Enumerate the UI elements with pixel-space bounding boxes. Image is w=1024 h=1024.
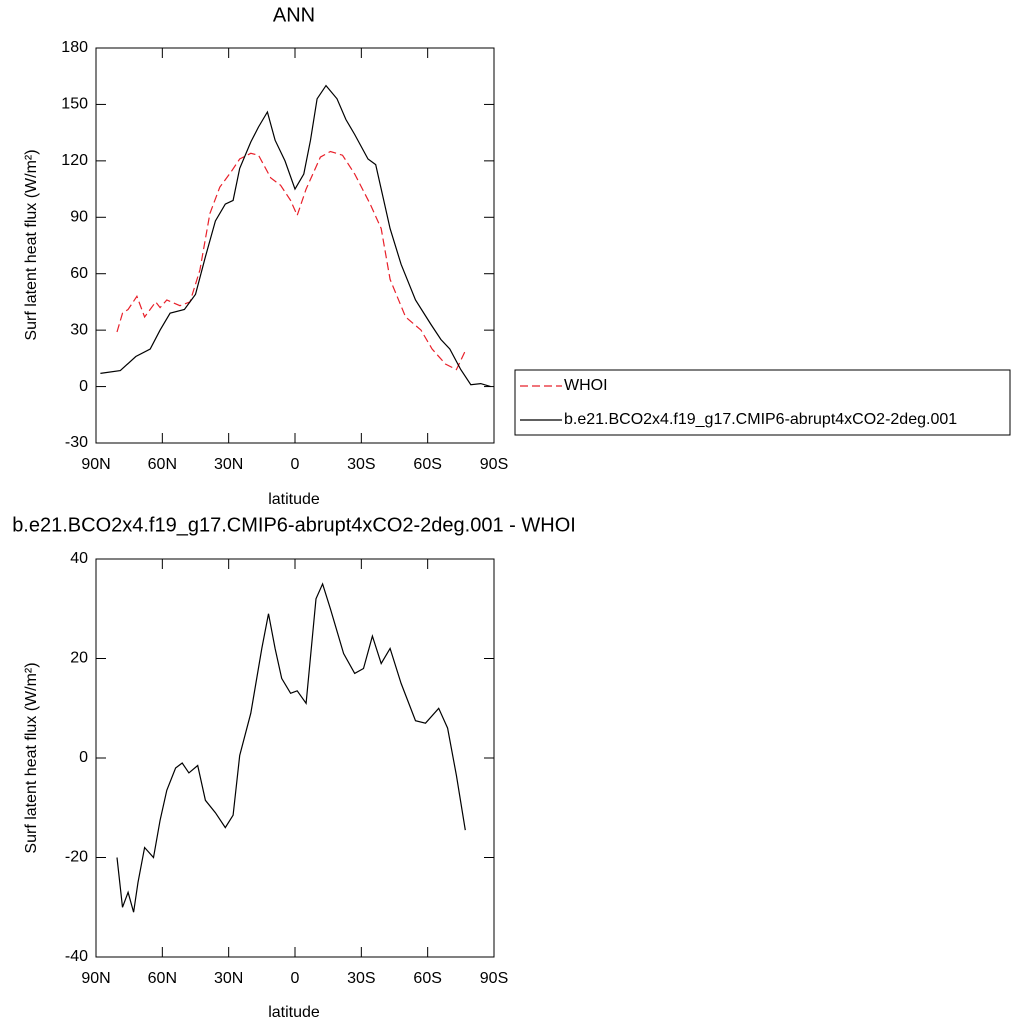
y-tick-label: 30 — [70, 321, 88, 338]
y-tick-label: 180 — [61, 39, 88, 56]
x-axis-label: latitude — [268, 491, 320, 508]
x-tick-label: 90N — [81, 456, 110, 473]
y-tick-label: 150 — [61, 96, 88, 113]
y-tick-label: 40 — [70, 550, 88, 567]
y-axis-label: Surf latent heat flux (W/m²) — [23, 149, 40, 340]
y-tick-label: 0 — [79, 749, 88, 766]
x-tick-label: 60N — [148, 456, 177, 473]
chart-title: b.e21.BCO2x4.f19_g17.CMIP6-abrupt4xCO2-2… — [12, 514, 576, 536]
x-tick-label: 30N — [214, 456, 243, 473]
legend-label: b.e21.BCO2x4.f19_g17.CMIP6-abrupt4xCO2-2… — [564, 411, 957, 428]
x-tick-label: 60N — [148, 970, 177, 987]
x-tick-label: 30S — [347, 456, 375, 473]
x-tick-label: 90S — [480, 456, 508, 473]
x-tick-label: 90S — [480, 970, 508, 987]
data-line — [100, 84, 491, 388]
data-line — [116, 582, 466, 913]
plot-frame — [95, 558, 495, 958]
x-tick-label: 60S — [413, 970, 441, 987]
x-tick-label: 0 — [291, 456, 300, 473]
y-tick-label: -40 — [65, 948, 88, 965]
data-line — [116, 150, 466, 371]
y-tick-label: -20 — [65, 849, 88, 866]
chart-title: ANN — [273, 4, 315, 26]
x-axis-label: latitude — [268, 1004, 320, 1021]
y-axis-label: Surf latent heat flux (W/m²) — [23, 662, 40, 853]
y-tick-label: 120 — [61, 152, 88, 169]
y-tick-label: 90 — [70, 209, 88, 226]
legend-box — [514, 369, 1011, 436]
plot-frame — [95, 47, 495, 444]
y-tick-label: 0 — [79, 378, 88, 395]
x-tick-label: 60S — [413, 456, 441, 473]
y-tick-label: 60 — [70, 265, 88, 282]
y-tick-label: -30 — [65, 434, 88, 451]
legend-label: WHOI — [564, 377, 608, 394]
x-tick-label: 0 — [291, 970, 300, 987]
x-tick-label: 90N — [81, 970, 110, 987]
x-tick-label: 30N — [214, 970, 243, 987]
y-tick-label: 20 — [70, 650, 88, 667]
x-tick-label: 30S — [347, 970, 375, 987]
